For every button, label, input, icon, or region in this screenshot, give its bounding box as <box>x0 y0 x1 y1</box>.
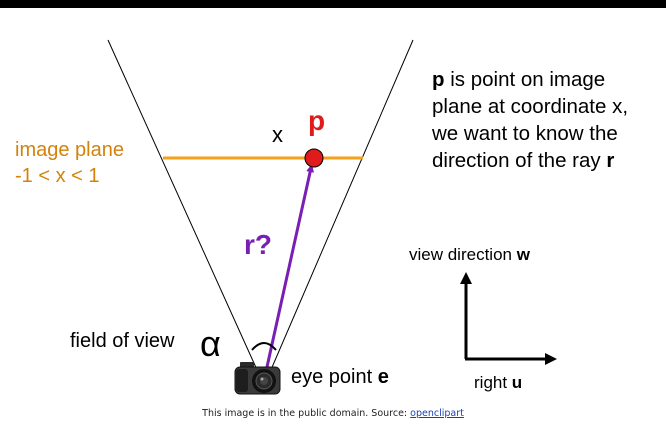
frustum-right-edge <box>269 39 414 373</box>
ray-arrow <box>263 164 315 377</box>
image-plane-label-line1: image plane <box>15 139 124 161</box>
image-plane-label-line2: -1 < x < 1 <box>15 165 100 187</box>
eye-point-var: e <box>377 366 389 388</box>
right-text: right <box>474 373 512 392</box>
eye-point-label: eye point e <box>291 366 389 389</box>
ray-label: r? <box>244 229 272 260</box>
axes-icon <box>460 272 557 365</box>
description-var-r: r <box>606 149 615 172</box>
x-label: x <box>272 122 283 147</box>
image-plane-label: image plane -1 < x < 1 <box>15 137 124 189</box>
top-bar <box>0 0 666 8</box>
right-label: right u <box>474 373 522 393</box>
right-var: u <box>511 373 523 392</box>
alpha-symbol: α <box>200 323 221 364</box>
description-text: p is point on image plane at coordinate … <box>432 66 628 174</box>
eye-point-text: eye point <box>291 366 378 388</box>
camera-icon <box>234 362 281 395</box>
field-of-view-label: field of view <box>70 330 175 352</box>
description-line4: direction of the ray <box>432 149 607 172</box>
point-p <box>304 148 324 168</box>
footer-link[interactable]: openclipart <box>410 408 464 419</box>
fov-arc <box>251 342 277 351</box>
view-direction-label: view direction w <box>409 245 530 265</box>
view-direction-var: w <box>516 245 530 264</box>
footer-text: This image is in the public domain. Sour… <box>202 408 411 419</box>
description-line3: we want to know the <box>432 122 618 145</box>
p-label: p <box>308 105 326 136</box>
view-direction-text: view direction <box>409 245 517 264</box>
description-line2: plane at coordinate x, <box>432 95 629 118</box>
frustum-left-edge <box>107 39 259 373</box>
description-var-p: p <box>432 68 445 91</box>
footer-credit: This image is in the public domain. Sour… <box>0 408 666 419</box>
description-line1: is point on image <box>444 68 606 91</box>
